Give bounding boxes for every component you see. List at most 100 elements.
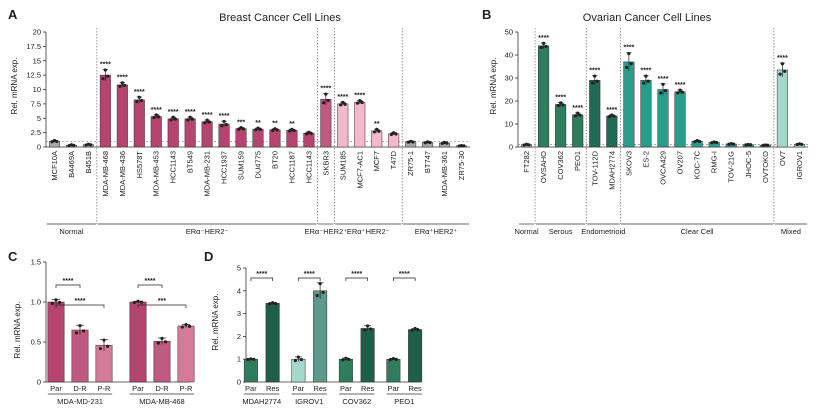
y-tick-label-a: 7.5 bbox=[31, 99, 41, 108]
y-axis-label-b: Rel. mRNA exp. bbox=[489, 58, 498, 115]
bar-d bbox=[360, 328, 375, 383]
data-point-a bbox=[394, 132, 398, 136]
data-point-c bbox=[78, 324, 82, 328]
x-tick-label-b: SKOV3 bbox=[624, 151, 633, 176]
y-tick-label-a: 2.5 bbox=[31, 128, 41, 137]
panel-letter-b: B bbox=[482, 7, 491, 22]
data-point-d bbox=[413, 326, 417, 331]
comparison-bracket-d bbox=[393, 277, 416, 281]
significance-label-a: **** bbox=[320, 86, 331, 93]
bar-b bbox=[606, 115, 618, 148]
data-point-c bbox=[160, 336, 164, 340]
bar-a bbox=[303, 132, 315, 148]
group-label-b: Clear Cell bbox=[681, 227, 714, 236]
data-point-a bbox=[372, 130, 377, 134]
data-point-d bbox=[347, 357, 351, 362]
comparison-label-c: *** bbox=[158, 298, 166, 305]
x-tick-label-a: SKBR3 bbox=[321, 151, 330, 176]
data-point-b bbox=[746, 142, 750, 147]
bar-b bbox=[776, 69, 788, 148]
x-tick-label-a: MCF7-AC1 bbox=[355, 151, 364, 189]
y-tick-label-c: 1.0 bbox=[31, 298, 41, 307]
comparison-label-c: **** bbox=[145, 278, 156, 285]
x-tick-label-d: Par bbox=[245, 384, 257, 393]
panel-letter-d: D bbox=[204, 249, 213, 264]
x-tick-label-a: B4469A bbox=[67, 151, 76, 178]
data-point-d bbox=[315, 293, 319, 298]
x-tick-label-a: HCC1143 bbox=[169, 151, 178, 183]
y-tick-label-d: 4 bbox=[237, 286, 241, 295]
bar-b bbox=[572, 114, 584, 148]
bar-a bbox=[286, 130, 298, 148]
x-tick-label-d: Res bbox=[313, 384, 327, 393]
data-point-a bbox=[89, 143, 93, 147]
comparison-label-d: **** bbox=[304, 271, 315, 278]
comparison-bracket-d bbox=[250, 277, 273, 281]
data-point-c bbox=[81, 329, 86, 333]
data-point-b bbox=[731, 142, 736, 146]
data-point-a bbox=[171, 115, 175, 119]
bar-a bbox=[235, 128, 247, 148]
x-tick-label-b: COV362 bbox=[556, 151, 565, 180]
significance-label-b: **** bbox=[572, 105, 583, 112]
data-point-b bbox=[766, 143, 770, 147]
significance-label-b: **** bbox=[589, 68, 600, 75]
x-tick-label-b: FT282 bbox=[522, 151, 531, 173]
x-tick-label-b: OV7 bbox=[778, 151, 787, 166]
significance-label-b: **** bbox=[658, 76, 669, 83]
data-point-a bbox=[360, 100, 364, 105]
bar-b bbox=[657, 89, 669, 148]
data-point-c bbox=[156, 341, 161, 345]
data-point-c bbox=[139, 300, 144, 304]
data-point-d bbox=[391, 356, 395, 361]
x-tick-label-a: BT747 bbox=[423, 151, 432, 173]
bar-d bbox=[408, 329, 423, 383]
data-point-c bbox=[74, 331, 79, 335]
data-point-a bbox=[324, 92, 328, 96]
comparison-bracket-c bbox=[55, 284, 81, 288]
x-tick-label-b: MDAH2774 bbox=[607, 151, 616, 190]
data-point-b bbox=[576, 111, 580, 115]
panel-a: A Breast Cancer Cell Lines Rel. mRNA exp… bbox=[8, 7, 470, 236]
significance-label-b: **** bbox=[538, 35, 549, 42]
data-point-d bbox=[299, 358, 303, 362]
data-point-a bbox=[288, 129, 292, 133]
significance-label-a: **** bbox=[134, 89, 145, 96]
data-point-a bbox=[220, 124, 224, 128]
data-point-b bbox=[661, 82, 665, 86]
panel-letter-c: C bbox=[8, 249, 18, 264]
data-point-a bbox=[222, 119, 226, 124]
bar-c bbox=[177, 325, 195, 383]
data-point-a bbox=[241, 127, 245, 131]
y-tick-label-d: 3 bbox=[237, 309, 241, 318]
x-tick-label-c: D-R bbox=[73, 384, 87, 393]
data-point-b bbox=[559, 101, 563, 105]
data-point-d bbox=[268, 302, 272, 306]
data-point-b bbox=[593, 74, 597, 78]
x-tick-label-a: DU4775 bbox=[254, 151, 263, 179]
data-point-d bbox=[246, 357, 250, 362]
data-point-d bbox=[296, 355, 300, 359]
bar-c bbox=[153, 340, 171, 383]
bar-c bbox=[47, 301, 65, 383]
x-tick-label-b: OVCA429 bbox=[659, 151, 668, 185]
bar-a bbox=[320, 99, 332, 148]
y-tick-label-d: 2 bbox=[237, 332, 241, 341]
data-point-b bbox=[573, 114, 577, 118]
panel-b: B Ovarian Cancer Cell Lines Rel. mRNA ex… bbox=[482, 7, 808, 236]
comparison-label-c: **** bbox=[75, 298, 86, 305]
significance-label-b: **** bbox=[606, 107, 617, 114]
bar-a bbox=[252, 128, 264, 148]
significance-label-a: **** bbox=[151, 107, 162, 114]
y-tick-label-b: 0 bbox=[509, 143, 513, 152]
data-point-b bbox=[627, 52, 631, 56]
data-point-b bbox=[578, 113, 582, 117]
significance-label-b: **** bbox=[777, 55, 788, 62]
data-point-a bbox=[188, 115, 192, 119]
significance-label-b: **** bbox=[623, 45, 634, 52]
data-point-a bbox=[321, 101, 326, 105]
x-tick-label-b: OVTOKO bbox=[761, 151, 770, 183]
data-point-d bbox=[344, 356, 348, 360]
data-point-b bbox=[697, 139, 702, 143]
data-point-c bbox=[98, 346, 103, 351]
